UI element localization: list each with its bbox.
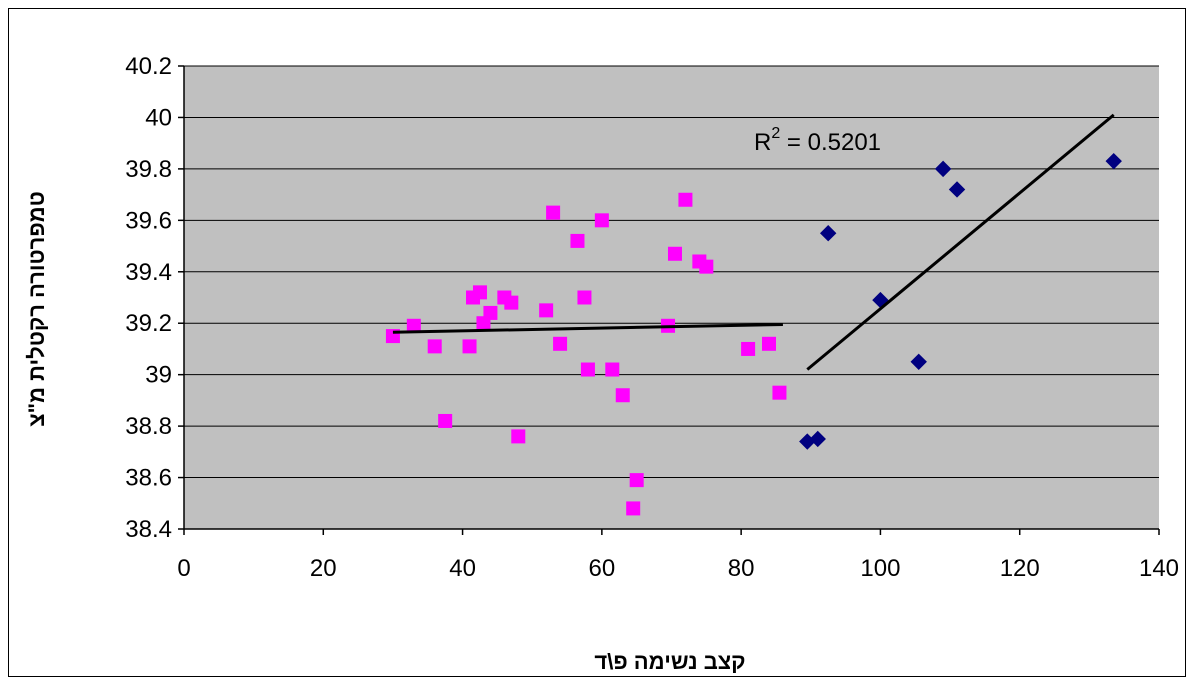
x-tick-label: 40: [449, 555, 476, 582]
r-squared-superscript: 2: [771, 125, 780, 142]
data-point: [504, 295, 519, 310]
data-point: [934, 160, 952, 178]
gridlines: [184, 65, 1159, 479]
y-tick-label: 40: [145, 104, 172, 131]
data-point: [772, 385, 787, 400]
data-point: [605, 362, 620, 377]
data-point: [741, 341, 756, 356]
data-point: [570, 233, 585, 248]
series-1: [385, 192, 787, 516]
data-point: [629, 473, 644, 488]
data-point: [910, 353, 927, 371]
data-point: [615, 388, 630, 403]
data-point: [594, 213, 609, 228]
axes: [183, 66, 1159, 530]
data-point: [438, 413, 453, 428]
data-point: [678, 192, 693, 207]
data-point: [483, 305, 498, 320]
data-point: [577, 290, 592, 305]
data-point: [553, 336, 568, 351]
trendline-1: [392, 323, 783, 334]
data-point: [511, 429, 526, 444]
x-tick-label: 60: [589, 555, 616, 582]
data-point: [546, 205, 561, 220]
data-point: [539, 303, 554, 318]
x-tick-labels: 0 20 40 60 80 100 120 140: [177, 529, 1179, 582]
data-point: [809, 430, 826, 448]
y-tick-label: 39: [145, 362, 172, 389]
y-tick-label: 39.8: [125, 156, 172, 183]
plot-area: [184, 66, 1159, 529]
series-layer: [385, 152, 1122, 516]
y-tick-label: 39.4: [125, 259, 172, 286]
y-axis-title: טמפרטורה רקטלית מ"צ: [24, 191, 49, 427]
data-point: [1105, 152, 1122, 170]
data-point: [580, 362, 595, 377]
y-tick-labels: 38.4 38.6 38.8 39 39.2 39.4 39.6 39.8 40 40.2: [125, 53, 184, 543]
x-axis-title: קצב נשימה פ\ד: [594, 649, 745, 674]
r-squared-annotation: R2 = 0.5201: [754, 125, 881, 156]
data-point: [462, 339, 477, 354]
data-point: [472, 285, 487, 300]
x-tick-label: 100: [860, 555, 900, 582]
x-tick-label: 20: [310, 555, 337, 582]
y-tick-label: 38.8: [125, 413, 172, 440]
trendlines: [392, 113, 1115, 371]
x-tick-label: 140: [1139, 555, 1179, 582]
x-tick-label: 120: [1000, 555, 1040, 582]
data-point: [819, 224, 837, 242]
data-point: [626, 501, 641, 516]
series-2: [799, 152, 1122, 450]
r-squared-value: = 0.5201: [780, 129, 881, 156]
data-point: [427, 339, 442, 354]
x-tick-label: 80: [728, 555, 755, 582]
data-point: [667, 246, 682, 261]
r-squared-base: R: [754, 129, 771, 156]
data-point: [762, 336, 776, 351]
y-tick-label: 39.6: [125, 207, 172, 234]
y-tick-label: 38.4: [125, 516, 172, 543]
trendline-2: [806, 113, 1115, 371]
y-tick-label: 39.2: [125, 310, 172, 337]
data-point: [948, 181, 966, 198]
y-tick-label: 40.2: [125, 53, 172, 80]
data-point: [699, 259, 714, 274]
x-tick-label: 0: [177, 555, 190, 582]
y-tick-label: 38.6: [125, 465, 172, 492]
